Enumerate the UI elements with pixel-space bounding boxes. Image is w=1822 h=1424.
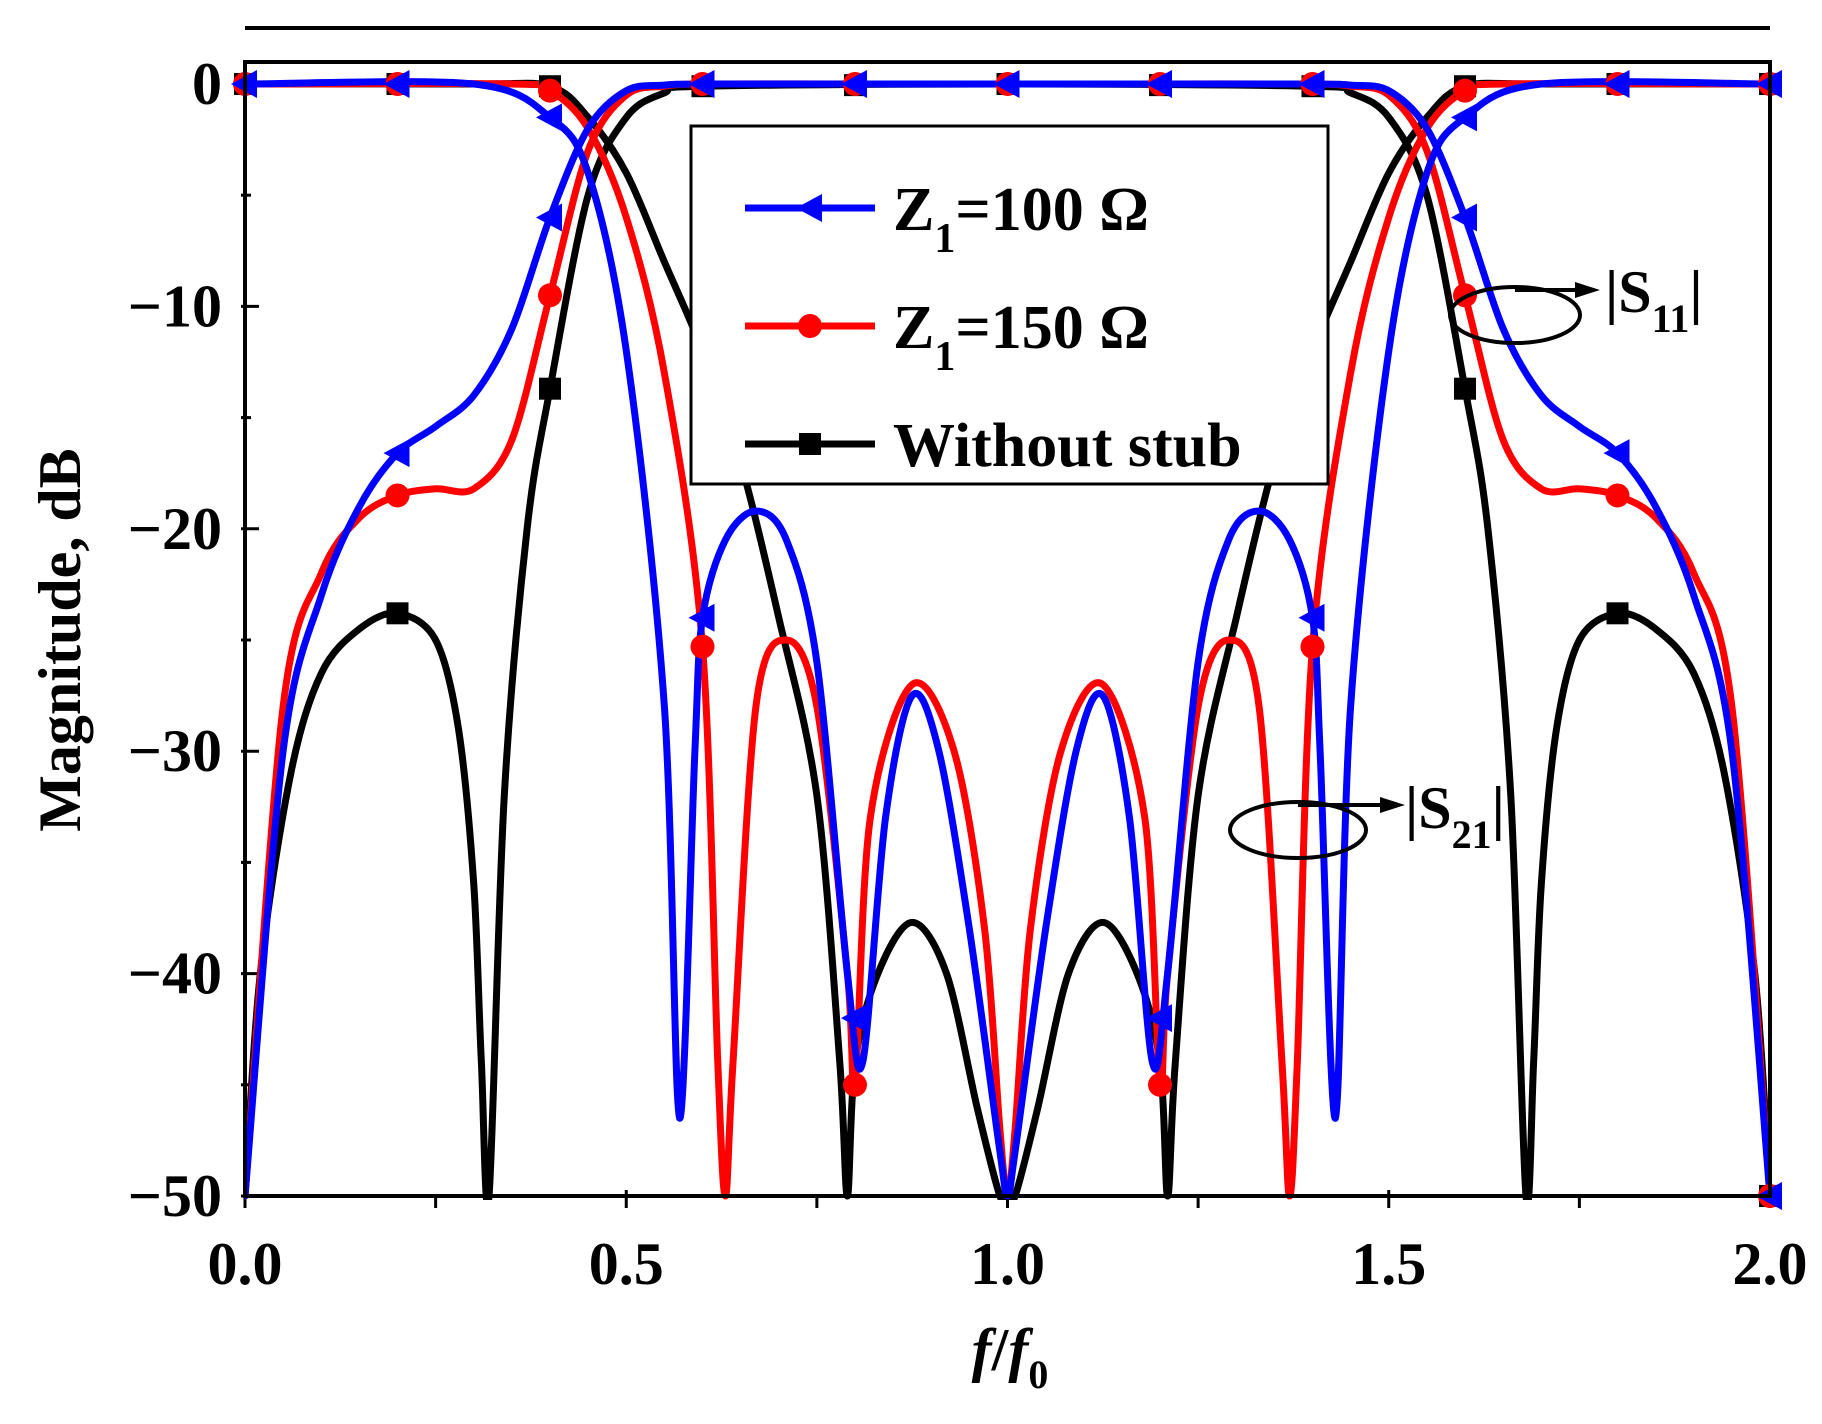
x-axis-label: f/f0 <box>972 1317 1049 1397</box>
series-NS-s21-marker <box>1606 602 1629 625</box>
s21-label: |S21| <box>1405 775 1505 857</box>
legend-marker-NS <box>799 433 821 455</box>
y-axis-label: Magnitude, dB <box>27 448 93 831</box>
s11-label: |S11| <box>1605 259 1703 341</box>
plot-markers <box>231 70 1782 1210</box>
y-tick-label: −20 <box>128 496 222 562</box>
legend-marker-Z100 <box>796 194 822 222</box>
s11-arrowhead <box>1575 282 1600 298</box>
annotation-s21: |S21| <box>1228 775 1505 860</box>
legend-label-Z100: Z1=100 Ω <box>893 176 1149 262</box>
series-Z100-s21-marker <box>1298 70 1325 98</box>
series-Z100-s21-marker <box>1146 70 1172 98</box>
series-Z100-s11-marker <box>688 603 715 632</box>
x-tick-label: 0.5 <box>589 1231 664 1297</box>
x-label-subscript: 0 <box>1028 1352 1048 1397</box>
x-tick-labels: 0.0 0.5 1.0 1.5 2.0 <box>208 1231 1808 1297</box>
s21-arrowhead <box>1380 797 1405 813</box>
series-Z100-s21-marker <box>841 70 867 98</box>
series-Z150-s11-marker <box>1300 634 1325 659</box>
plot-frame <box>243 60 1772 1198</box>
series-Z150-s21-marker <box>385 483 410 508</box>
y-tick-label: −40 <box>128 941 222 1007</box>
x-tick-label: 0.0 <box>208 1231 283 1297</box>
series-Z150-s11-marker <box>538 78 562 103</box>
s21-ellipse <box>1228 800 1368 860</box>
x-tick-label: 1.5 <box>1351 1231 1426 1297</box>
series-Z150-s11-marker <box>1453 78 1477 103</box>
series-Z100-s11-marker <box>1603 70 1630 98</box>
series-Z150-s11-marker <box>843 1072 867 1097</box>
series-Z100-s21-marker <box>688 70 715 98</box>
y-tick-labels: 0 −10 −20 −30 −40 −50 <box>128 51 222 1229</box>
series-Z150-s21-marker <box>538 283 562 308</box>
legend-marker-Z150 <box>798 314 822 338</box>
series-NS-s21-marker <box>539 377 561 400</box>
series-Z100-s11-marker <box>841 1004 867 1033</box>
series-Z100-s21-marker <box>993 70 1020 98</box>
legend-label-Z150: Z1=150 Ω <box>893 294 1149 380</box>
legend: Z1=100 Ω Z1=150 Ω Without stub <box>689 124 1330 486</box>
series-Z100-s21-marker <box>383 439 410 468</box>
x-tick-label: 1.0 <box>970 1231 1045 1297</box>
series-Z100-s11-marker <box>1451 103 1477 132</box>
series-Z100-s11-marker <box>1298 603 1325 632</box>
series-Z100-s21-marker <box>1451 203 1477 232</box>
y-tick-label: −50 <box>128 1163 222 1229</box>
annotation-s11: |S11| <box>1448 259 1703 345</box>
series-Z100-s11-marker <box>1146 1004 1172 1033</box>
series-Z150-s21-marker <box>1605 483 1630 508</box>
x-label-slash: / <box>991 1317 1010 1383</box>
series-NS-s21-marker <box>386 602 409 625</box>
series-Z150-s11-marker <box>1148 1072 1172 1097</box>
series-Z100-s21-marker <box>536 203 562 232</box>
y-tick-label: −30 <box>128 718 222 784</box>
series-NS-s21-marker <box>1454 377 1476 400</box>
legend-box <box>689 124 1330 486</box>
series-Z100-s11-marker <box>536 103 562 132</box>
series-Z100-s11-marker <box>383 70 410 98</box>
legend-label-NS: Without stub <box>893 412 1242 480</box>
y-tick-label: −10 <box>128 273 222 339</box>
x-tick-label: 2.0 <box>1733 1231 1808 1297</box>
s11-ellipse <box>1448 285 1582 345</box>
series-Z100-s21-marker <box>1603 439 1630 468</box>
y-tick-label: 0 <box>192 51 222 117</box>
series-Z150-s11-marker <box>690 634 715 659</box>
